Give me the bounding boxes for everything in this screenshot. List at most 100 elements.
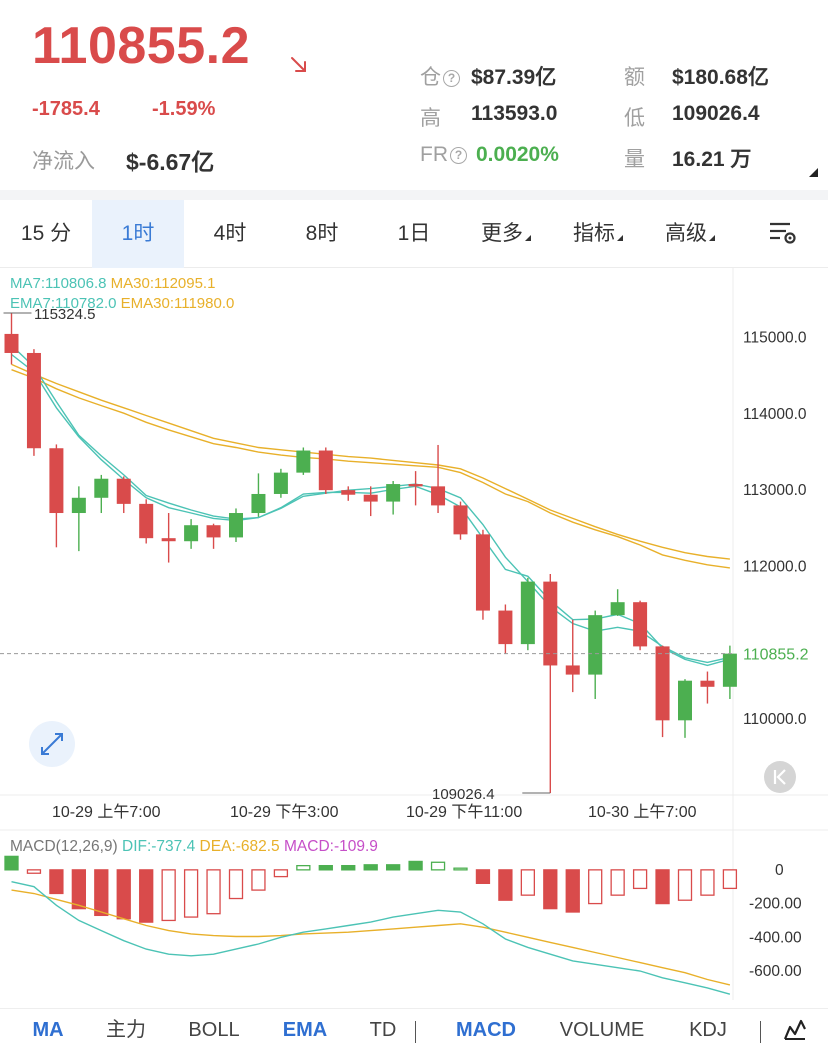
help-icon[interactable]: ? [450,147,467,164]
candle-body [251,493,266,514]
candle-body [139,503,154,539]
tab-1d[interactable]: 1日 [397,222,431,245]
candle-body [341,490,356,495]
indicator-tab-macd[interactable]: MACD [456,1019,516,1041]
macd-histogram-bar [475,869,491,884]
chart-area[interactable]: MA7:110806.8 MA30:112095.1 EMA7:110782.0… [0,268,828,1008]
indicator-tab-ma[interactable]: MA [32,1019,64,1041]
candle-body [520,581,535,645]
macd-histogram-bar [139,869,154,923]
price-change-pct: -1.59% [152,98,216,120]
macd-histogram-bar [722,869,738,890]
tab-more[interactable]: 更多 [460,200,552,268]
tab-15m[interactable]: 15 分 [20,222,72,245]
low-annotation: 109026.4 [432,786,495,803]
help-icon[interactable]: ? [443,70,460,87]
caret-icon [617,235,623,241]
macd-histogram-bar [655,869,670,905]
volume-value: 16.21 万 [672,148,752,171]
candle-body [94,478,109,498]
candle-body [408,484,423,487]
macd-histogram-bar [49,869,64,895]
candle-body [498,610,513,645]
funding-rate-value: 0.0020% [476,143,559,166]
high-label: 高 [420,107,441,130]
macd-histogram-bar [610,869,625,896]
jump-to-latest-icon [773,769,786,785]
ma-legend: MA7:110806.8 MA30:112095.1 [10,275,215,292]
candle-body [26,352,41,449]
macd-histogram-bar [341,864,356,871]
caret-icon [525,235,531,241]
candle-body [565,665,580,675]
macd-histogram-bar [4,855,19,871]
candlestick-chart[interactable]: 115000.0 114000.0 113000.0 112000.0 110000.0… [0,268,828,1008]
macd-histogram-bar [408,860,423,871]
indicator-tab-boll[interactable]: BOLL [188,1019,240,1041]
turnover-label: 额 [624,66,645,89]
macd-histogram-bar [206,869,221,915]
dif-legend: DIF:-737.4 [122,838,196,855]
indicator-tab-kdj[interactable]: KDJ [689,1019,727,1041]
macd-histogram-bar [543,869,558,910]
macd-histogram-bar [251,869,266,891]
indicator-tab-volume[interactable]: VOLUME [559,1019,645,1041]
funding-rate-label[interactable]: FR? [420,143,467,167]
caret-icon [709,235,715,241]
x-tick-label: 10-29 上午7:00 [52,803,161,821]
ema-legend: EMA7:110782.0 EMA30:111980.0 [10,295,234,312]
chart-settings-icon[interactable] [768,220,798,246]
macd-histogram-bar [296,864,311,871]
jump-to-latest-button [764,761,796,793]
interval-tabs: 15 分 1时 4时 8时 1日 更多 指标 高级 [0,200,828,268]
candle-body [453,505,468,535]
turnover-value: $180.68亿 [672,66,769,89]
expand-corner-icon[interactable] [809,168,818,177]
candle-body [633,602,648,647]
macd-y-tick-label: 0 [775,862,784,879]
ema30-line [11,369,730,569]
y-tick-label: 113000.0 [743,482,807,499]
ticker-header: 110855.2 -1785.4 -1.59% 净流入 $-6.67亿 仓? $… [0,0,828,190]
tab-8h[interactable]: 8时 [305,222,339,245]
dea-line [11,889,731,986]
macd-histogram-bar [453,867,468,871]
macd-histogram-bar [498,869,513,901]
tab-separator [415,1021,416,1043]
indicator-tab-main[interactable]: 主力 [106,1019,146,1041]
netflow-value: $-6.67亿 [126,149,215,175]
tab-4h[interactable]: 4时 [213,222,247,245]
macd-histogram-bar [228,869,244,900]
x-tick-label: 10-30 上午7:00 [588,803,697,821]
candle-body [296,450,311,473]
candle-body [273,472,288,494]
candle-body [543,581,558,666]
macd-histogram-bar [273,869,289,878]
indicator-tab-ema[interactable]: EMA [282,1019,328,1041]
macd-histogram-bar [94,869,109,917]
section-divider [0,190,828,200]
candle-body [655,646,670,721]
dea-legend: DEA:-682.5 [199,838,280,855]
candle-body [431,486,446,506]
candle-body [678,680,692,721]
y-tick-label: 110000.0 [743,711,807,728]
dif-line [11,881,731,995]
low-value: 109026.4 [672,102,760,125]
drawing-tool-icon[interactable] [782,1017,808,1043]
tab-1h[interactable]: 1时 [92,200,184,268]
candle-body [116,478,131,504]
candle-body [4,333,19,353]
open-interest-label[interactable]: 仓? [420,61,460,91]
tab-indicators[interactable]: 指标 [552,200,644,268]
ema30-legend: EMA30:111980.0 [120,295,235,312]
open-interest-value: $87.39亿 [471,66,557,89]
candle-body [610,602,625,616]
indicator-tab-td[interactable]: TD [369,1019,397,1041]
candle-body [71,497,86,514]
netflow-label: 净流入 [32,150,95,173]
candle-body [184,525,199,542]
candle-body [700,680,715,687]
tab-advanced[interactable]: 高级 [644,200,736,268]
macd-histogram-bar [161,869,176,922]
